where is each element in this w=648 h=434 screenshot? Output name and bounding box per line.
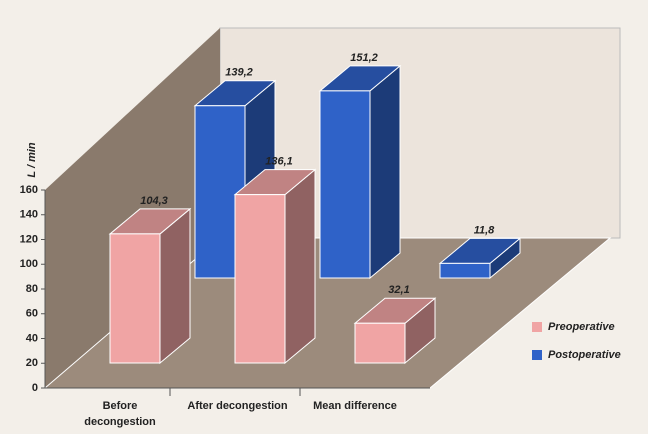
y-axis-label: L / min [26,142,38,178]
bar-side [369,64,401,280]
y-tick-label: 140 [20,209,38,221]
value-label: 151,2 [350,52,378,64]
legend-swatch [532,322,542,332]
value-label: 104,3 [140,195,168,207]
value-label: 139,2 [225,67,253,79]
legend-label: Preoperative [548,321,615,333]
value-label: 32,1 [388,284,409,296]
y-tick-label: 120 [20,233,38,245]
y-tick-label: 100 [20,258,38,270]
x-tick-label: Mean difference [313,400,397,412]
value-label: 11,8 [474,224,495,236]
x-tick-label: Before decongestion [84,400,156,428]
bar-front [354,322,406,364]
left-wall [45,28,220,388]
bar-front [234,194,286,364]
bar-front [109,233,161,364]
bar [108,207,192,365]
y-tick-label: 60 [26,308,38,320]
y-tick-label: 40 [26,332,38,344]
bar [438,237,522,280]
x-tick-label: After decongestion [187,400,288,412]
value-label: 136,1 [265,155,293,167]
y-tick-label: 0 [32,382,38,394]
bar [233,168,317,365]
bar-front [194,105,246,279]
y-tick-label: 20 [26,357,38,369]
bar-front [319,90,371,279]
bar [318,64,402,280]
bar [353,297,437,365]
bar-side [159,207,191,365]
y-tick-label: 80 [26,283,38,295]
y-tick-label: 160 [20,184,38,196]
legend-label: Postoperative [548,349,621,361]
bar-side [284,168,316,365]
legend-swatch [532,350,542,360]
bar-front [439,262,491,279]
